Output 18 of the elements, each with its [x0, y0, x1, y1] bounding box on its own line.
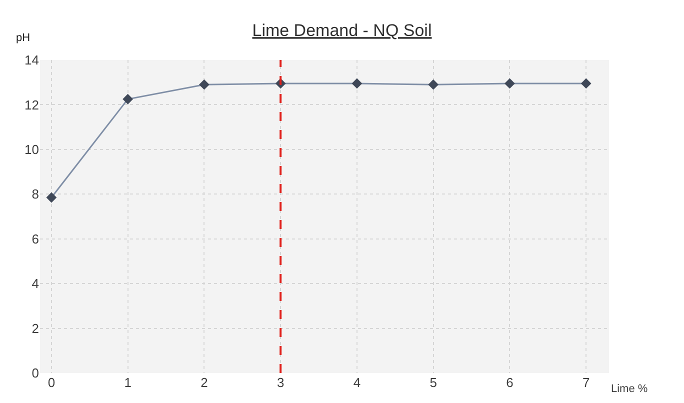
x-tick-label: 7 — [582, 375, 590, 390]
x-tick-label: 5 — [430, 375, 437, 390]
x-tick-label: 1 — [124, 375, 132, 390]
y-tick-label: 8 — [32, 186, 39, 202]
y-tick-label: 6 — [32, 231, 39, 246]
y-tick-label: 4 — [32, 276, 39, 292]
y-tick-label: 10 — [24, 142, 39, 157]
x-tick-label: 2 — [200, 375, 208, 390]
chart-title: Lime Demand - NQ Soil — [252, 21, 432, 40]
y-tick-label: 2 — [32, 320, 39, 336]
x-tick-label: 6 — [506, 375, 514, 390]
y-tick-label: 14 — [24, 52, 39, 68]
x-tick-label: 3 — [276, 375, 284, 390]
y-tick-label: 12 — [24, 97, 39, 112]
x-tick-label: 0 — [48, 375, 56, 390]
x-tick-label: 4 — [353, 375, 361, 390]
x-axis-title: Lime % — [611, 383, 648, 395]
y-axis-title: pH — [16, 32, 30, 44]
